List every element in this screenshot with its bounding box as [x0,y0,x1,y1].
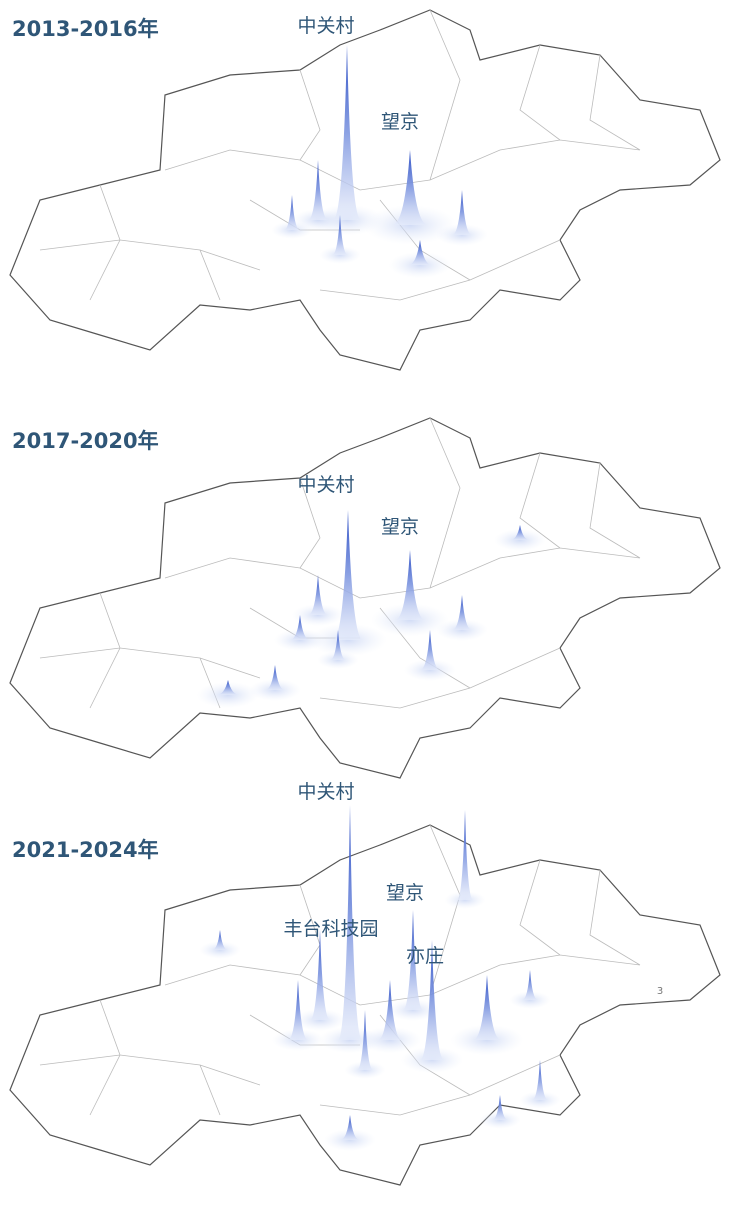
place-label: 亦庄 [406,945,444,967]
place-label: 中关村 [297,474,354,496]
place-label: 望京 [386,882,424,904]
peak [290,615,310,640]
place-label: 望京 [381,516,419,538]
peak [395,550,425,620]
peak [473,975,501,1040]
peak [333,45,361,220]
peak [452,190,472,235]
district-map [9,417,721,779]
panel-title: 2013-2016年 [12,17,159,41]
peak [216,680,240,695]
peak [308,575,328,615]
peak [338,805,362,1040]
peak [333,510,363,640]
peak [420,940,444,1060]
peak [420,630,440,670]
density-peaks [196,45,561,1151]
peak [288,980,308,1040]
peak [330,630,346,660]
peak [492,1095,508,1120]
district-map [9,824,721,1186]
peak [457,810,473,900]
page-mark: 3 [657,986,663,997]
peak [265,665,285,690]
peak [392,150,428,225]
peak [452,595,472,630]
peak [532,1060,548,1100]
peak [408,240,432,265]
place-label: 中关村 [297,781,354,803]
peak [403,910,423,1010]
district-map [9,9,721,371]
maps [9,9,721,1186]
panel-title: 2021-2024年 [12,838,159,862]
panel-title: 2017-2020年 [12,429,159,453]
peak [308,160,328,220]
peak [332,215,348,255]
place-label: 望京 [381,111,419,133]
place-label: 中关村 [297,15,354,37]
peak [284,195,300,230]
peak [212,930,228,950]
peak [510,525,530,540]
peak [522,970,538,1000]
peak [340,1115,360,1140]
place-label: 丰台科技园 [283,918,378,940]
peak [378,980,402,1040]
peak [310,930,330,1020]
peak [357,1010,373,1070]
